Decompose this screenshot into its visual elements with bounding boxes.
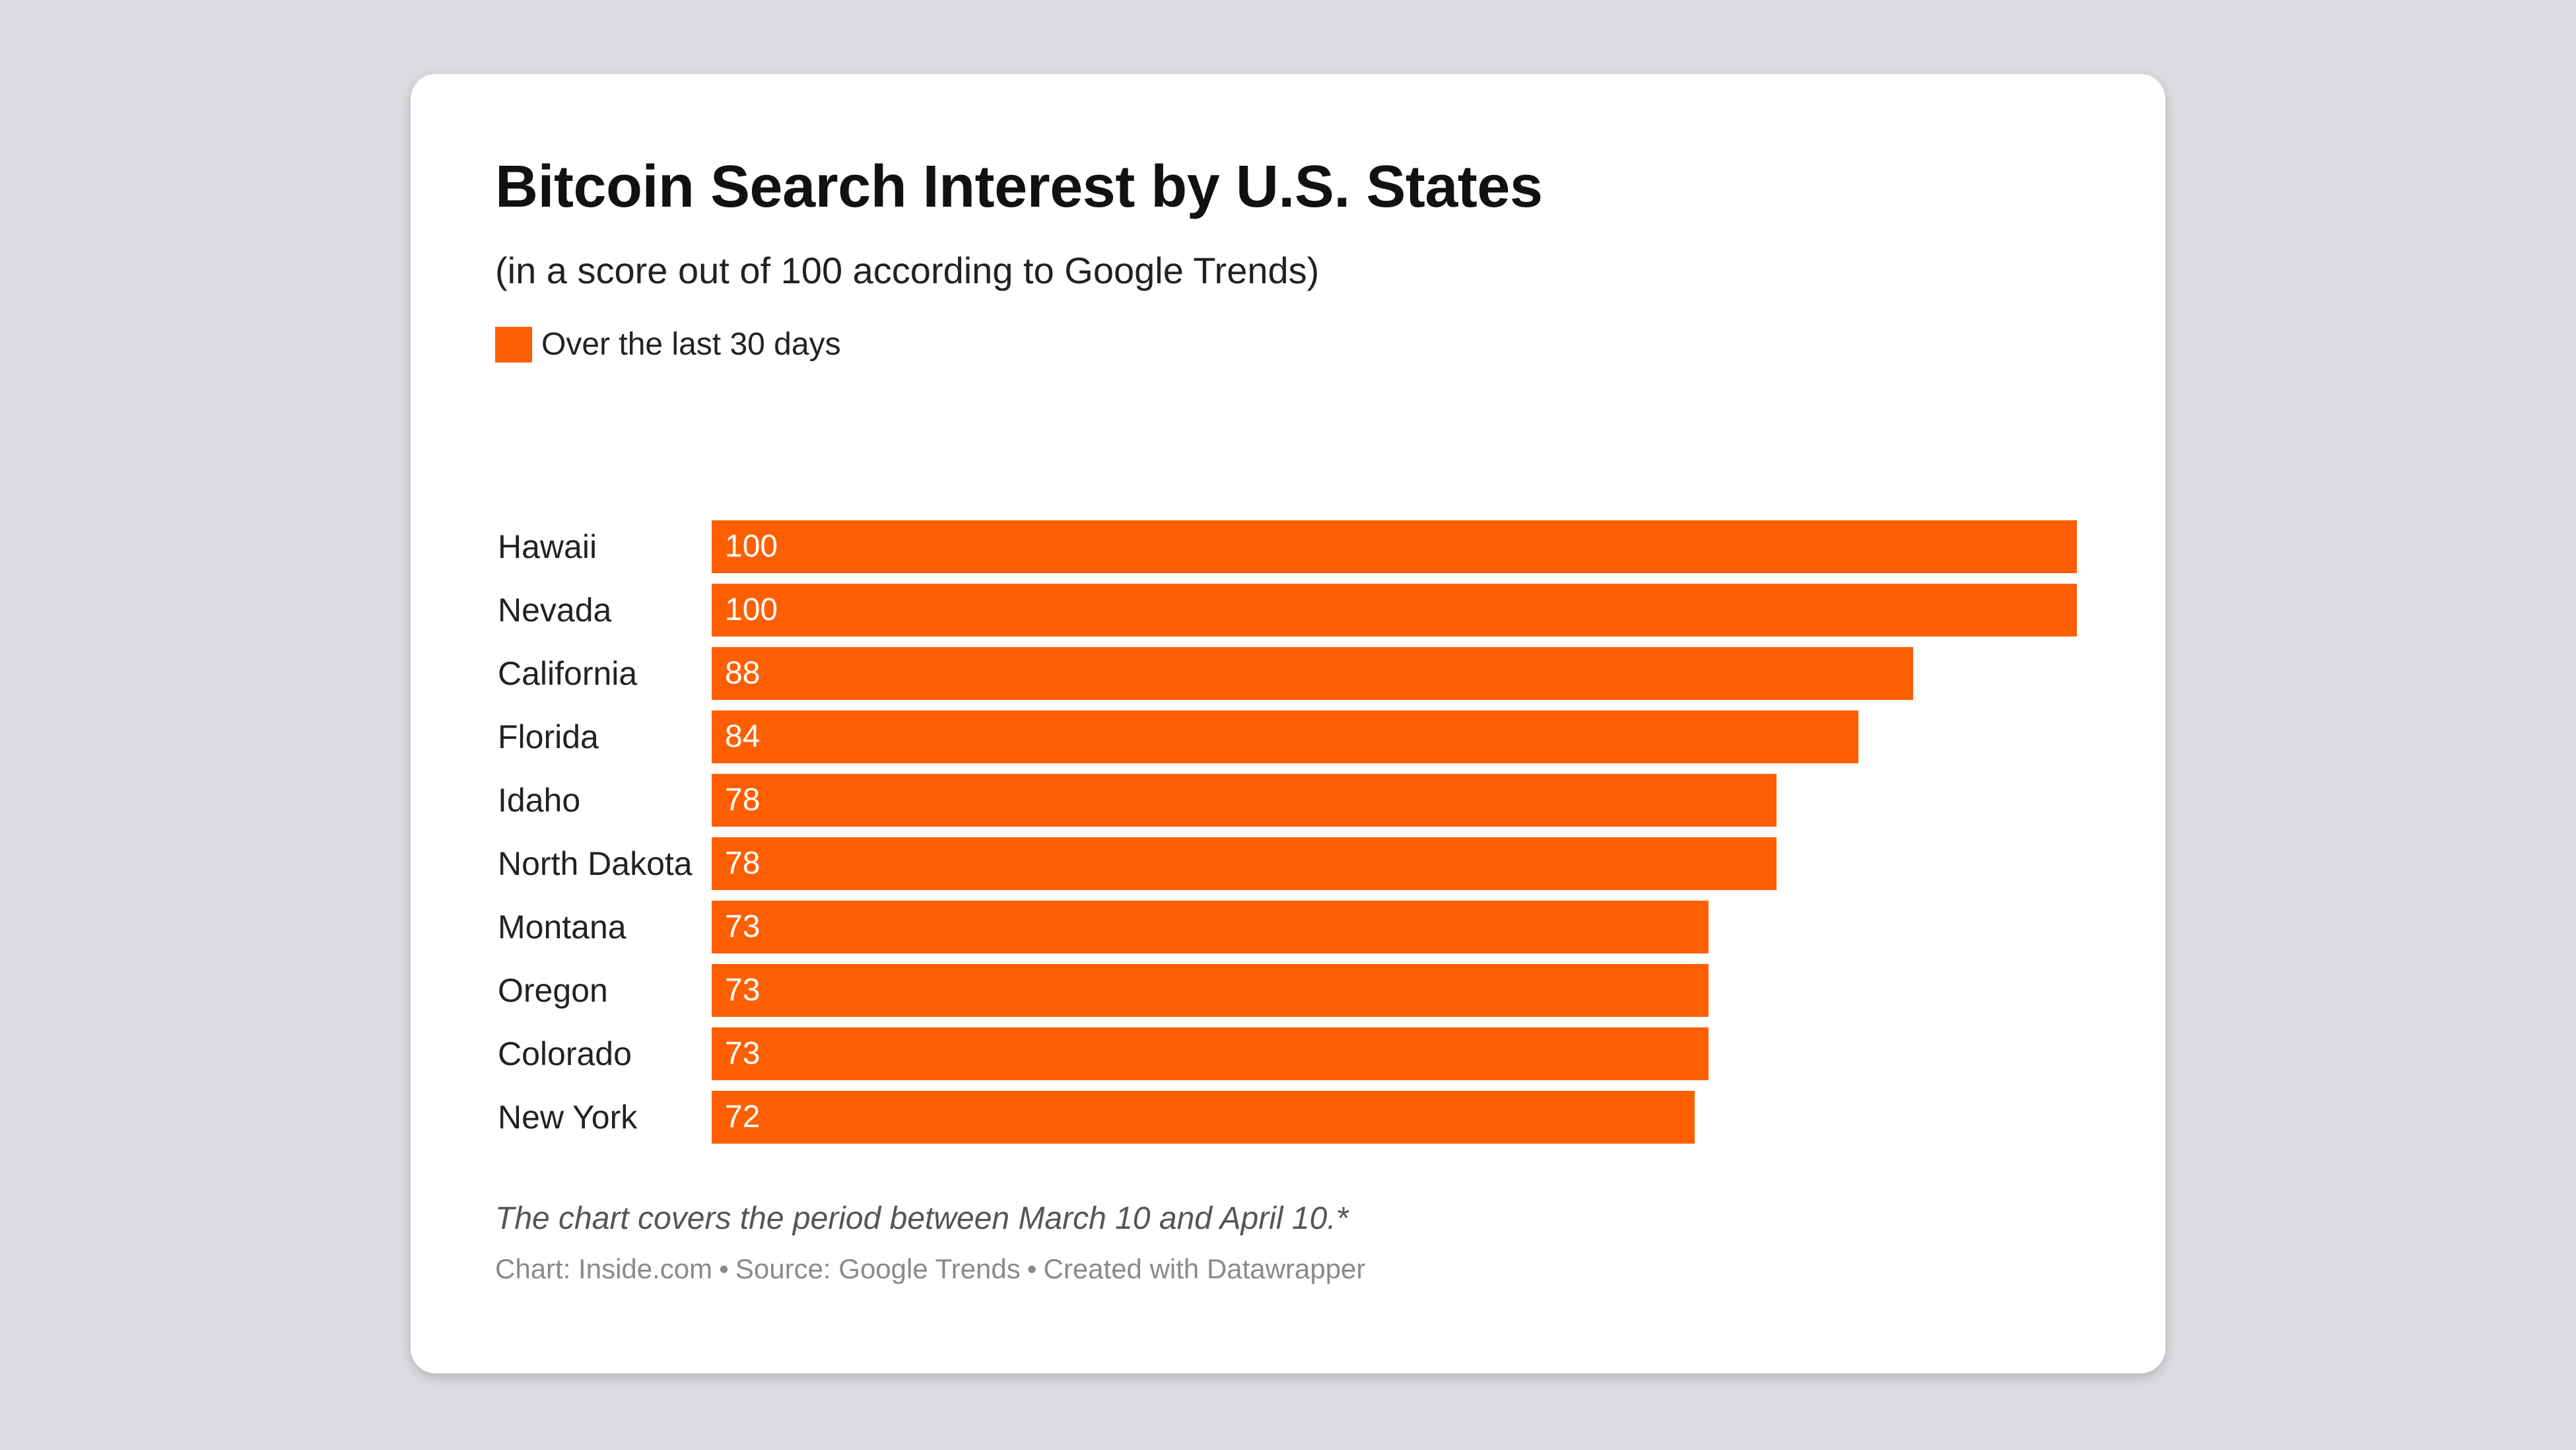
bar-row: North Dakota 78 bbox=[495, 837, 2080, 890]
bar bbox=[712, 710, 1858, 763]
bar bbox=[712, 964, 1709, 1017]
legend-swatch bbox=[495, 326, 532, 362]
bar bbox=[712, 584, 2077, 637]
category-label: Montana bbox=[498, 909, 627, 946]
bar-value-label: 84 bbox=[725, 719, 761, 754]
bar-value-label: 88 bbox=[725, 656, 761, 691]
bar bbox=[712, 647, 1913, 700]
category-label: Colorado bbox=[498, 1035, 632, 1072]
bar bbox=[712, 774, 1777, 827]
bar-value-label: 78 bbox=[725, 782, 761, 817]
chart-title: Bitcoin Search Interest by U.S. States bbox=[495, 154, 1543, 220]
credit-chart: Chart: Inside.com bbox=[495, 1253, 713, 1284]
credit-source: Source: Google Trends bbox=[735, 1253, 1021, 1284]
bar-value-label: 78 bbox=[725, 846, 761, 881]
credit-tool: Created with Datawrapper bbox=[1043, 1253, 1366, 1284]
category-label: Idaho bbox=[498, 782, 581, 819]
category-label: Oregon bbox=[498, 972, 608, 1009]
category-label: Nevada bbox=[498, 592, 612, 629]
bar-row: Florida 84 bbox=[495, 710, 2080, 763]
bar-value-label: 100 bbox=[725, 529, 778, 564]
bar-row: California 88 bbox=[495, 647, 2080, 700]
bar-value-label: 73 bbox=[725, 909, 761, 944]
footer-separator: • bbox=[719, 1253, 729, 1284]
bar bbox=[712, 1091, 1695, 1144]
chart-note: The chart covers the period between Marc… bbox=[495, 1201, 1349, 1236]
bar bbox=[712, 520, 2077, 573]
bar-row: Nevada 100 bbox=[495, 584, 2080, 637]
legend-label: Over the last 30 days bbox=[541, 327, 841, 362]
bar-value-label: 73 bbox=[725, 973, 761, 1008]
bar bbox=[712, 901, 1709, 953]
bar-value-label: 100 bbox=[725, 592, 778, 627]
bar bbox=[712, 1027, 1709, 1080]
category-label: California bbox=[498, 655, 638, 692]
category-label: North Dakota bbox=[498, 845, 693, 882]
category-label: Florida bbox=[498, 718, 599, 755]
chart-card: Bitcoin Search Interest by U.S. States (… bbox=[411, 74, 2165, 1373]
category-label: Hawaii bbox=[498, 528, 597, 565]
footer-separator: • bbox=[1027, 1253, 1037, 1284]
chart-footer: Chart: Inside.com • Source: Google Trends •… bbox=[495, 1253, 1365, 1285]
bar-row: New York 72 bbox=[495, 1091, 2080, 1144]
bar-chart: Hawaii 100 Nevada 100 California 88 Florida 84 I… bbox=[495, 520, 2080, 1144]
bar-row: Montana 73 bbox=[495, 901, 2080, 953]
bar bbox=[712, 837, 1777, 890]
bar-row: Idaho 78 bbox=[495, 774, 2080, 827]
bar-row: Oregon 73 bbox=[495, 964, 2080, 1017]
chart-legend: Over the last 30 days bbox=[495, 326, 841, 362]
bar-row: Colorado 73 bbox=[495, 1027, 2080, 1080]
chart-subtitle: (in a score out of 100 according to Goog… bbox=[495, 250, 1320, 291]
category-label: New York bbox=[498, 1099, 638, 1136]
bar-value-label: 73 bbox=[725, 1036, 761, 1071]
bar-row: Hawaii 100 bbox=[495, 520, 2080, 573]
bar-value-label: 72 bbox=[725, 1099, 761, 1134]
